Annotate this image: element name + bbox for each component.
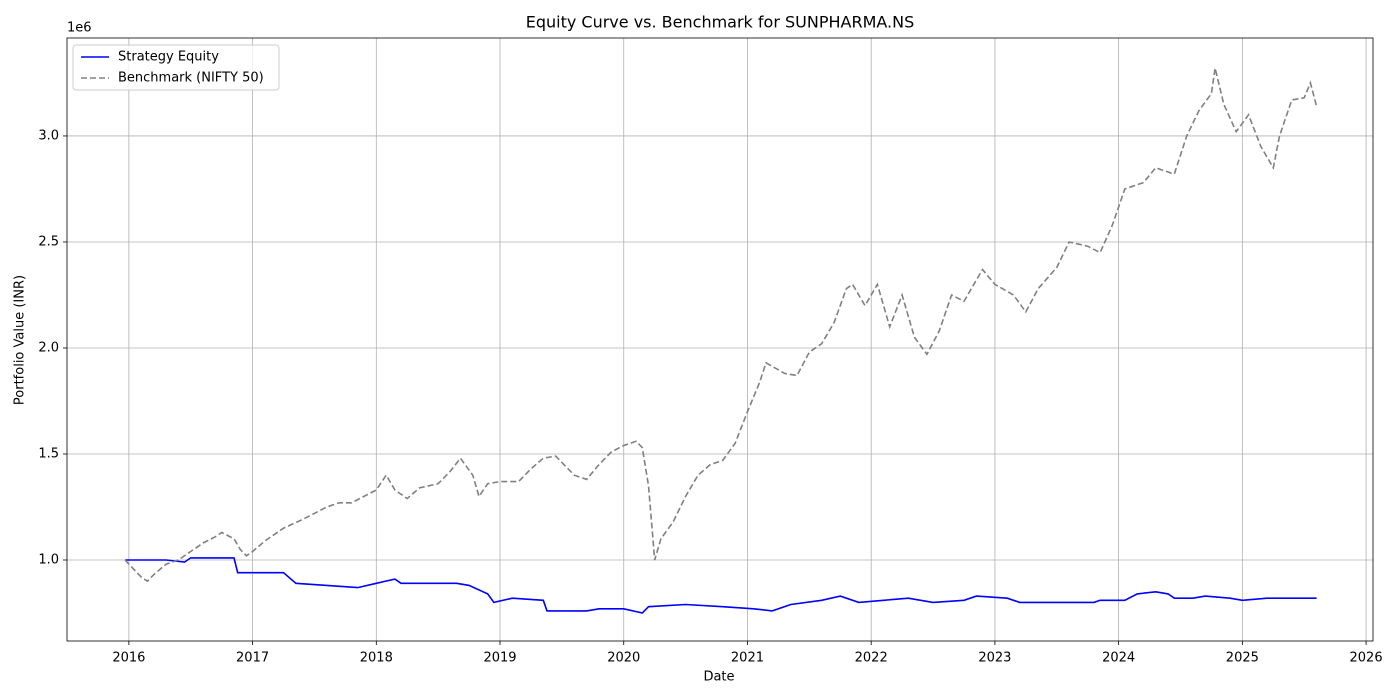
x-tick-label: 2021 (731, 651, 764, 666)
x-tick-label: 2026 (1350, 651, 1383, 666)
y-axis-label: Portfolio Value (INR) (13, 275, 28, 405)
x-tick-label: 2023 (978, 651, 1011, 666)
x-tick-label: 2022 (855, 651, 888, 666)
x-tick-label: 2019 (483, 651, 516, 666)
legend-box (72, 44, 280, 91)
chart-title: Equity Curve vs. Benchmark for SUNPHARMA… (526, 13, 915, 32)
y-tick-label: 2.5 (38, 234, 59, 249)
x-tick-label: 2020 (607, 651, 640, 666)
x-tick-label: 2017 (236, 651, 269, 666)
y-tick-label: 2.0 (38, 340, 59, 355)
y-offset-label: 1e6 (67, 21, 92, 36)
plot-frame (66, 37, 1374, 642)
x-tick-label: 2024 (1102, 651, 1135, 666)
series-line (124, 67, 1318, 583)
x-axis-label: Date (703, 670, 734, 685)
legend-label: Benchmark (NIFTY 50) (118, 71, 264, 86)
x-tick-label: 2025 (1226, 651, 1259, 666)
x-tick-label: 2018 (360, 651, 393, 666)
y-tick-label: 1.0 (38, 553, 59, 568)
y-tick-label: 1.5 (38, 446, 59, 461)
series-line (125, 557, 1317, 614)
legend-label: Strategy Equity (118, 50, 219, 65)
y-tick-label: 3.0 (38, 128, 59, 143)
x-tick-label: 2016 (112, 651, 145, 666)
